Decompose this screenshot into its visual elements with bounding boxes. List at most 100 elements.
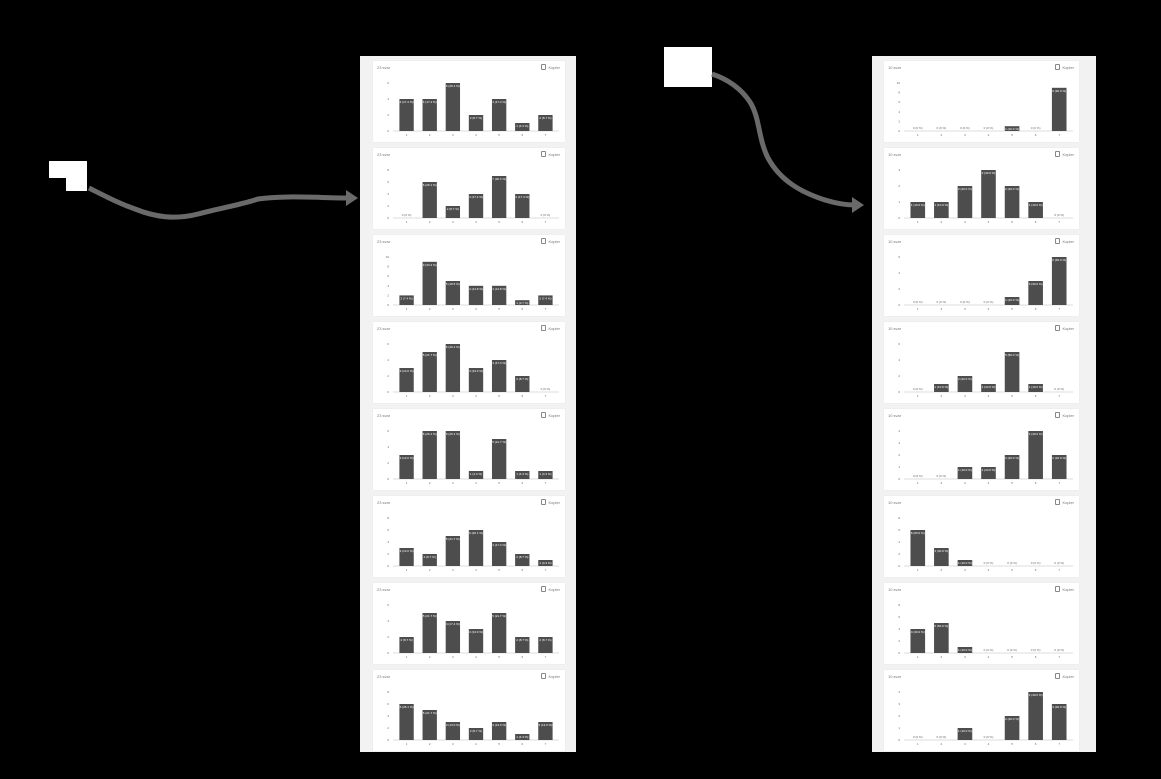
bar: [1051, 455, 1067, 479]
chart-panel: 23 svar Kopier 0 2 4 6 8 3 (13.0 %) 1 2 (8.7 %) 2 5…: [373, 496, 565, 577]
bar-data-label: 0 (0 %): [1031, 126, 1041, 130]
copy-button[interactable]: Kopier: [541, 586, 560, 592]
bar-data-label: 3 (13.0 %): [492, 723, 506, 727]
x-tick-label: 4: [475, 481, 477, 485]
bar-data-label: 1 (4.3 %): [516, 735, 528, 739]
bar-data-label: 2 (20.0 %): [958, 377, 972, 381]
x-tick-label: 5: [1011, 133, 1013, 137]
copy-button[interactable]: Kopier: [1055, 586, 1074, 592]
bar: [491, 99, 507, 131]
bar: [515, 300, 530, 305]
copy-button[interactable]: Kopier: [1055, 64, 1074, 70]
chart-panel: 23 svar Kopier 0 2 4 6 3 (13.0 %) 1 6 (26.1 %) 2 6…: [373, 409, 565, 490]
x-tick-label: 2: [429, 220, 431, 224]
bar-data-label: 2 (8.7 %): [424, 555, 436, 559]
bar-chart: 0 2 4 6 2 (8.7 %) 1 5 (21.7 %) 2 4 (17.4 %) 3 3 (1…: [387, 603, 559, 659]
x-tick-label: 5: [498, 742, 500, 746]
bar-data-label: 6 (60.0 %): [911, 531, 925, 535]
bar-data-label: 2 (7.4 %): [539, 296, 551, 300]
copy-button[interactable]: Kopier: [1055, 325, 1074, 331]
bar: [515, 123, 530, 131]
y-tick-label: 4: [387, 192, 389, 196]
chart-panel: 10 svar Kopier 0 1 2 3 1 (10.0 %) 1 1 (10.0 %) 2 2…: [884, 148, 1079, 229]
y-tick-label: 6: [387, 274, 389, 278]
x-tick-label: 4: [988, 394, 990, 398]
bar-data-label: 0 (0 %): [913, 735, 923, 739]
bar: [399, 368, 414, 392]
y-tick-label: 3: [898, 441, 900, 445]
copy-button[interactable]: Kopier: [541, 412, 560, 418]
bar: [468, 115, 484, 131]
bar-chart: 0 1 2 3 4 0 (0 %) 1 0 (0 %) 2 1 (10.0 %) 3 1 (10.0 …: [898, 429, 1073, 485]
x-tick-label: 3: [964, 220, 966, 224]
response-count: 23 svar: [377, 152, 391, 157]
y-tick-label: 3: [898, 168, 900, 172]
bar-data-label: 0 (0 %): [402, 213, 412, 217]
bar: [538, 637, 553, 653]
bar-data-label: 6 (60.0 %): [1052, 258, 1066, 262]
bar-data-label: 4 (17.4 %): [446, 622, 460, 626]
copy-button[interactable]: Kopier: [1055, 499, 1074, 505]
y-tick-label: 0: [898, 738, 900, 742]
bar-data-label: 1 (10.0 %): [982, 385, 996, 389]
bar-data-label: 0 (0 %): [937, 474, 947, 478]
copy-button[interactable]: Kopier: [1055, 238, 1074, 244]
copy-icon: [541, 151, 547, 157]
x-tick-label: 1: [917, 568, 919, 572]
y-tick-label: 2: [387, 552, 389, 556]
response-count: 23 svar: [377, 500, 391, 505]
copy-button[interactable]: Kopier: [541, 499, 560, 505]
x-tick-label: 5: [498, 568, 500, 572]
bar-data-label: 2 (8.7 %): [447, 207, 459, 211]
bar: [538, 471, 553, 479]
y-tick-label: 0: [898, 477, 900, 481]
bar: [957, 560, 973, 566]
bar: [934, 548, 949, 566]
copy-button[interactable]: Kopier: [541, 64, 560, 70]
copy-button[interactable]: Kopier: [1055, 673, 1074, 679]
y-tick-label: 0: [898, 216, 900, 220]
y-tick-label: 1: [898, 726, 900, 730]
bar-data-label: 2 (20.0 %): [1052, 456, 1066, 460]
copy-icon: [1055, 238, 1061, 244]
x-tick-label: 2: [941, 655, 943, 659]
x-tick-label: 4: [475, 568, 477, 572]
bar-data-label: 2 (8.7 %): [400, 638, 412, 642]
bar-data-label: 3 (13.0 %): [446, 723, 460, 727]
bar-data-label: 0 (0 %): [1031, 648, 1041, 652]
bar-chart: 0 2 4 6 3 (13.0 %) 1 6 (26.1 %) 2 6 (26.1 %) 3 1 (…: [387, 429, 559, 485]
copy-button[interactable]: Kopier: [541, 673, 560, 679]
bar-data-label: 6 (26.1 %): [400, 705, 414, 709]
response-count: 10 svar: [888, 239, 902, 244]
copy-label: Kopier: [548, 673, 560, 679]
bar-data-label: 1 (10.0 %): [1029, 203, 1043, 207]
bar: [957, 728, 973, 740]
bar-data-label: 6 (26.1 %): [423, 432, 437, 436]
bar-data-label: 1 (4.3 %): [539, 472, 551, 476]
copy-label: Kopier: [1062, 586, 1074, 592]
bar-data-label: 6 (26.1 %): [423, 183, 437, 187]
bar-data-label: 0 (0 %): [984, 126, 994, 130]
bar-chart: 0 2 4 6 0 (0 %) 1 0 (0 %) 2 0 (0 %) 3 0 (0 %) 4 1 (1…: [898, 255, 1073, 311]
copy-button[interactable]: Kopier: [1055, 412, 1074, 418]
x-tick-label: 5: [498, 307, 500, 311]
bar: [491, 722, 507, 740]
y-tick-label: 6: [387, 528, 389, 532]
y-tick-label: 0: [387, 216, 389, 220]
copy-label: Kopier: [1062, 412, 1074, 418]
bar-data-label: 2 (8.7 %): [539, 638, 551, 642]
x-tick-label: 1: [917, 655, 919, 659]
x-tick-label: 6: [521, 394, 523, 398]
bar: [981, 170, 996, 218]
x-tick-label: 4: [988, 568, 990, 572]
copy-button[interactable]: Kopier: [1055, 151, 1074, 157]
bar: [422, 182, 437, 218]
copy-button[interactable]: Kopier: [541, 238, 560, 244]
chart-panel: 10 svar Kopier 0 1 2 3 4 0 (0 %) 1 0 (0 %) 2 1 (10.…: [884, 670, 1079, 751]
copy-button[interactable]: Kopier: [541, 325, 560, 331]
bar-data-label: 0 (0 %): [937, 735, 947, 739]
bar: [910, 629, 926, 653]
y-tick-label: 1: [898, 465, 900, 469]
copy-button[interactable]: Kopier: [541, 151, 560, 157]
x-tick-label: 6: [521, 655, 523, 659]
